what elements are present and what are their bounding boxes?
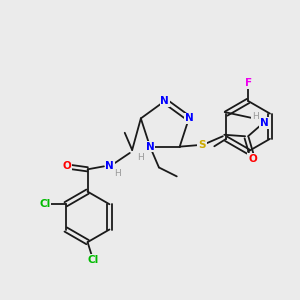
- Text: O: O: [248, 154, 257, 164]
- Text: O: O: [62, 161, 71, 171]
- Text: N: N: [146, 142, 154, 152]
- Text: N: N: [160, 96, 169, 106]
- Text: N: N: [106, 161, 114, 171]
- Text: F: F: [244, 78, 252, 88]
- Text: H: H: [137, 153, 144, 162]
- Text: Cl: Cl: [88, 255, 99, 265]
- Text: Cl: Cl: [39, 199, 50, 209]
- Text: N: N: [184, 113, 193, 123]
- Text: S: S: [198, 140, 206, 150]
- Text: H: H: [252, 112, 259, 122]
- Text: N: N: [260, 118, 269, 128]
- Text: H: H: [114, 169, 121, 178]
